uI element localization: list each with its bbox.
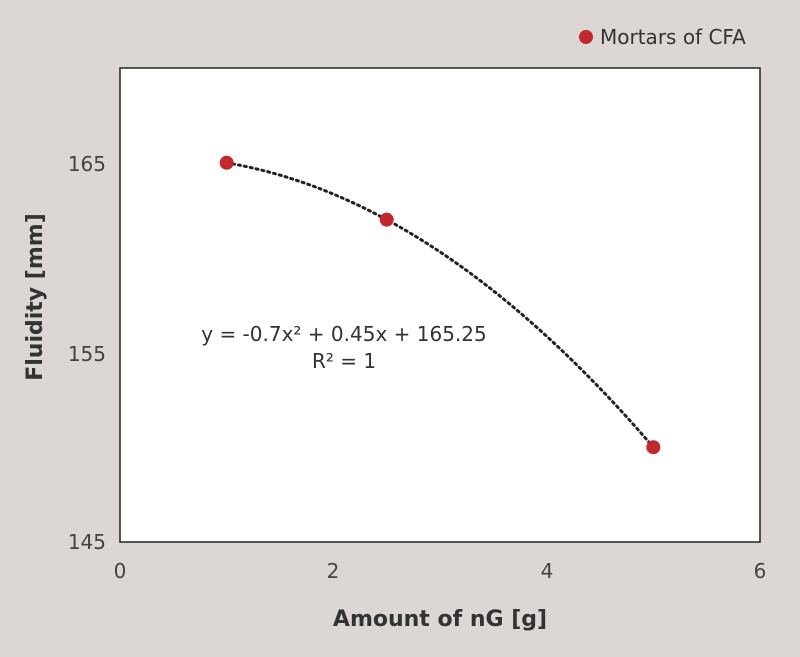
x-tick-label: 4: [541, 559, 554, 583]
equation-box: [185, 315, 495, 381]
x-tick-label: 2: [327, 559, 340, 583]
trendline: [225, 161, 655, 449]
x-axis-title: Amount of nG [g]: [333, 607, 547, 632]
x-tick-label: 0: [114, 559, 127, 583]
data-point: [219, 155, 234, 170]
trendline-equation: y = -0.7x² + 0.45x + 165.25: [201, 322, 486, 346]
legend-label: Mortars of CFA: [600, 25, 746, 49]
trendline-r-squared: R² = 1: [312, 349, 376, 373]
legend-marker: [579, 30, 593, 44]
data-point: [379, 212, 394, 227]
plot-area: [119, 67, 761, 543]
x-tick-label: 6: [754, 559, 767, 583]
legend: Mortars of CFA: [579, 25, 746, 49]
y-tick-label: 165: [68, 152, 106, 176]
data-points: [219, 155, 661, 455]
data-point: [646, 440, 661, 455]
y-tick-label: 145: [68, 530, 106, 554]
y-tick-label: 155: [68, 342, 106, 366]
y-axis-title: Fluidity [mm]: [23, 213, 48, 381]
